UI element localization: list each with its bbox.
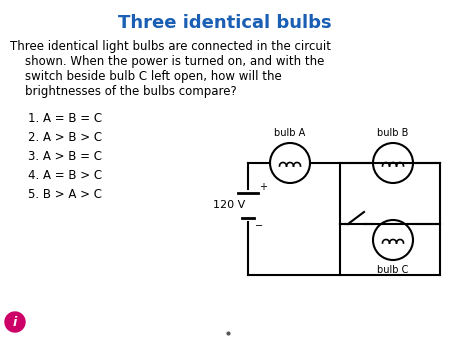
Text: 3. A > B = C: 3. A > B = C bbox=[28, 150, 102, 163]
Text: brightnesses of the bulbs compare?: brightnesses of the bulbs compare? bbox=[10, 85, 237, 98]
Text: Three identical light bulbs are connected in the circuit: Three identical light bulbs are connecte… bbox=[10, 40, 331, 53]
Text: i: i bbox=[13, 315, 17, 329]
Text: 2. A > B > C: 2. A > B > C bbox=[28, 131, 102, 144]
Text: Three identical bulbs: Three identical bulbs bbox=[118, 14, 332, 32]
Text: bulb B: bulb B bbox=[377, 128, 409, 138]
Text: 120 V: 120 V bbox=[213, 200, 245, 211]
Text: 5. B > A > C: 5. B > A > C bbox=[28, 188, 102, 201]
Text: bulb A: bulb A bbox=[274, 128, 306, 138]
Text: 1. A = B = C: 1. A = B = C bbox=[28, 112, 102, 125]
Text: 4. A = B > C: 4. A = B > C bbox=[28, 169, 102, 182]
Text: +: + bbox=[259, 182, 267, 192]
Text: bulb C: bulb C bbox=[377, 265, 409, 275]
Text: switch beside bulb C left open, how will the: switch beside bulb C left open, how will… bbox=[10, 70, 282, 83]
Text: −: − bbox=[255, 221, 263, 231]
Text: shown. When the power is turned on, and with the: shown. When the power is turned on, and … bbox=[10, 55, 324, 68]
Circle shape bbox=[5, 312, 25, 332]
